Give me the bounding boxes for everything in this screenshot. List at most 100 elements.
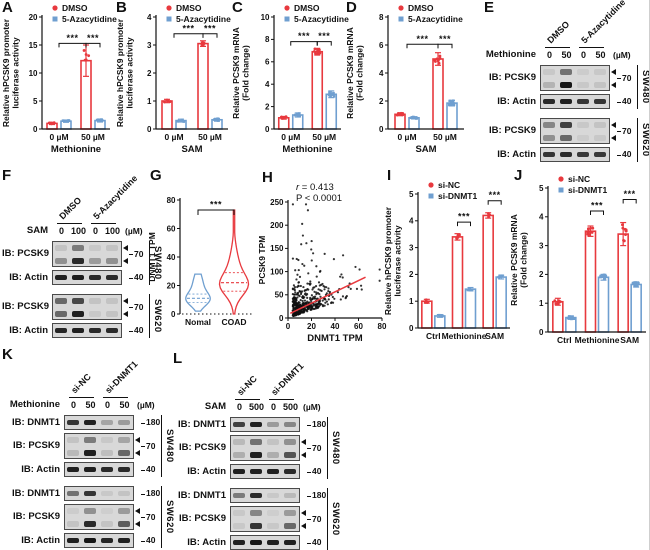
- protein-band: [267, 539, 279, 545]
- scatter-point: [295, 278, 298, 281]
- band-arrowhead: [301, 509, 306, 516]
- panel-letter-e: E: [484, 0, 495, 16]
- dose-value: 0: [104, 400, 110, 410]
- bar-DMSO: [432, 58, 444, 130]
- blot-box: [230, 464, 300, 479]
- marker-weight: 70: [622, 125, 632, 136]
- chart-text: DMSO: [62, 3, 88, 13]
- marker-tick: [141, 540, 145, 542]
- panel-letter-i: I: [387, 167, 392, 184]
- chart-text: 0: [409, 324, 414, 333]
- scatter-point: [309, 280, 312, 283]
- data-dot: [553, 299, 557, 303]
- scatter-point: [297, 281, 300, 284]
- data-dot: [437, 61, 441, 65]
- scatter-point: [298, 275, 302, 278]
- protein-band: [594, 82, 606, 88]
- marker-tick: [307, 495, 311, 497]
- scatter-point: [306, 296, 309, 300]
- legend-square: [428, 193, 434, 199]
- protein-band: [55, 327, 67, 333]
- chart-text: Nomal: [185, 317, 211, 327]
- legend-dot: [52, 5, 58, 11]
- chart-text: Relative hPCSK9 promoter: [115, 18, 125, 127]
- data-dot: [602, 273, 606, 277]
- scatter-point: [305, 301, 308, 305]
- marker-weight: 40: [134, 272, 144, 282]
- chart-text: 2: [265, 102, 270, 111]
- cell-line-bracket: [637, 118, 638, 162]
- blot-box: [52, 270, 122, 285]
- blot-row-label: IB: DNMT1: [11, 487, 60, 499]
- bar-si-NC: [617, 233, 629, 333]
- scatter-point: [296, 296, 299, 299]
- marker-tick: [617, 78, 621, 79]
- marker-weight: 40: [622, 96, 632, 106]
- chart-text: Methionine: [442, 331, 487, 341]
- data-dot: [329, 94, 332, 98]
- protein-band: [55, 258, 67, 264]
- marker-weight: 40: [312, 537, 322, 547]
- bar-5-Azacytidine: [446, 102, 458, 130]
- panel-letter-h: H: [262, 169, 273, 186]
- data-dot: [591, 226, 595, 230]
- scatter-point: [307, 272, 310, 275]
- protein-band: [250, 523, 262, 529]
- protein-band: [543, 122, 555, 128]
- protein-band: [84, 450, 96, 456]
- protein-band: [72, 298, 84, 304]
- scatter-point: [312, 252, 315, 255]
- data-dot: [216, 117, 219, 121]
- chart-text: Methionine: [282, 144, 332, 155]
- scatter-point: [310, 239, 313, 243]
- data-dot: [621, 226, 625, 230]
- data-dot: [95, 118, 99, 122]
- protein-band: [233, 510, 245, 516]
- protein-band: [250, 439, 262, 445]
- panel-letter-f: F: [2, 167, 12, 184]
- protein-band: [84, 490, 96, 496]
- bar-chart-mrna-sam: *** *** 0 2 4 6 8 Relative PCSK9 mRNA (Fold chan…: [345, 3, 464, 155]
- blot-row-label: IB: PCSK9: [489, 72, 536, 83]
- chart-text: ***: [298, 31, 310, 41]
- scatter-point: [302, 309, 305, 312]
- dose-value: 500: [282, 402, 299, 412]
- protein-band: [543, 135, 555, 141]
- scatter-point: [291, 257, 295, 260]
- bar-si-NC: [584, 230, 597, 333]
- marker-tick: [307, 448, 311, 449]
- chart-text: ***: [318, 31, 330, 41]
- treatment-label: Methionine: [485, 49, 536, 60]
- chart-text: DMSO: [408, 3, 434, 13]
- chart-text: 8: [379, 13, 384, 22]
- scatter-point: [310, 248, 313, 251]
- chart-text: (Fold change): [241, 45, 251, 101]
- chart-text: ***: [87, 33, 99, 43]
- marker-weight: 70: [146, 511, 156, 522]
- legend-square: [398, 16, 404, 22]
- dose-value: 50: [561, 50, 572, 60]
- dose-unit: (µM): [303, 402, 321, 412]
- blot-row-label: IB: Actin: [187, 465, 226, 477]
- scatter-point: [303, 289, 307, 292]
- data-dot: [624, 229, 628, 233]
- sig-bracket: [590, 210, 604, 216]
- cell-line-label-SW620: SW620: [152, 299, 163, 333]
- legend-square: [284, 16, 290, 22]
- bar-chart-luciferase-sam: *** *** 0 1 2 3 4 Relative hPCSK9 promoter lucif…: [115, 3, 231, 155]
- chart-text: ***: [624, 189, 636, 199]
- marker-tick: [307, 471, 311, 473]
- band-arrowhead: [301, 451, 306, 458]
- marker-tick: [129, 277, 133, 279]
- blot-box: [64, 415, 134, 430]
- protein-band: [250, 539, 262, 545]
- data-dot: [587, 227, 590, 230]
- group-label-si-DNMT1: si-DNMT1: [269, 360, 306, 398]
- scatter-point: [319, 295, 322, 298]
- group-overline: [69, 397, 94, 398]
- bar-5-Azacytidine: [325, 93, 338, 130]
- violin-plot-dnmt1-tpm: 0 20 40 60 80 DNMT1 TPM Nomal COAD ***: [147, 196, 252, 327]
- legend-dot: [166, 5, 172, 11]
- chart-text: Methionine: [51, 144, 101, 155]
- cell-line-bracket: [149, 294, 150, 338]
